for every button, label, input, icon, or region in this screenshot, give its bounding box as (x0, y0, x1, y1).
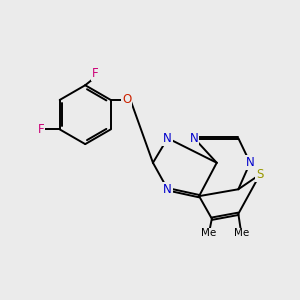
Text: N: N (163, 183, 172, 196)
Text: F: F (38, 123, 44, 136)
Text: O: O (122, 93, 131, 106)
Text: N: N (246, 156, 254, 169)
Text: S: S (256, 168, 264, 181)
Text: N: N (163, 132, 172, 145)
Text: N: N (190, 132, 199, 145)
Text: F: F (92, 67, 99, 80)
Text: Me: Me (201, 228, 217, 239)
Text: Me: Me (234, 228, 249, 239)
